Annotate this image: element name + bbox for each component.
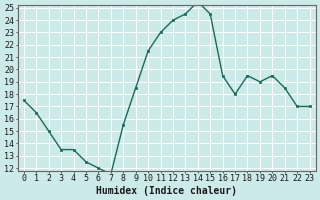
X-axis label: Humidex (Indice chaleur): Humidex (Indice chaleur) [96,186,237,196]
